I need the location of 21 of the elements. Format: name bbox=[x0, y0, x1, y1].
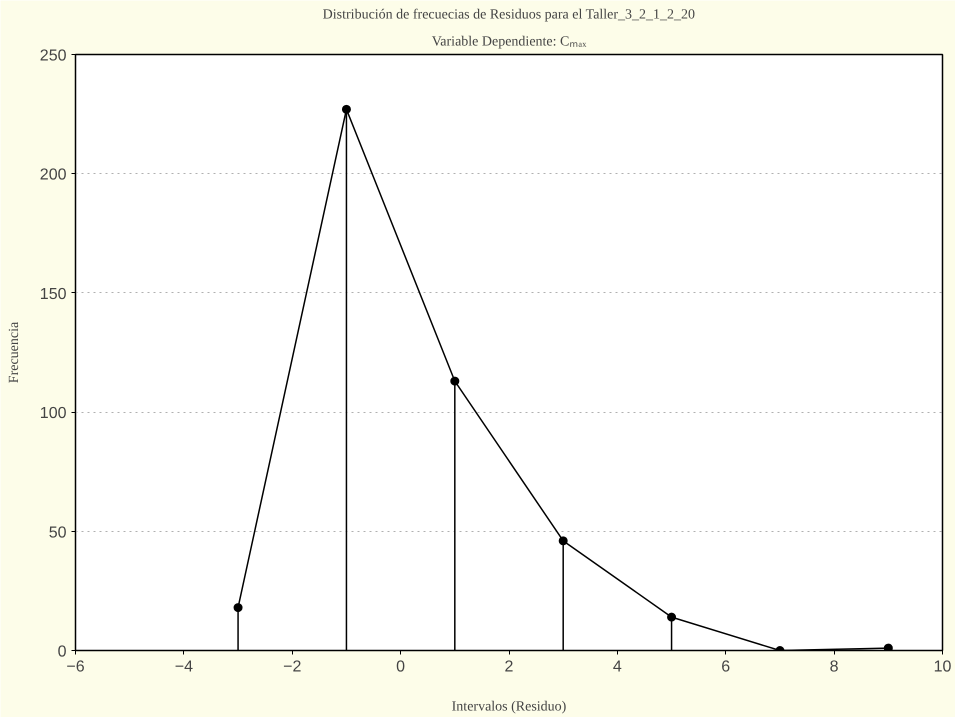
x-tick-label: 2 bbox=[504, 658, 514, 676]
y-tick-label: 150 bbox=[40, 286, 67, 303]
x-tick-label: 6 bbox=[721, 658, 730, 676]
y-axis-title: Frecuencia bbox=[6, 321, 22, 384]
point bbox=[884, 644, 893, 650]
x-tick-label: 10 bbox=[934, 658, 952, 676]
chart-subtitle: Variable Dependiente: Cₘₐₓ bbox=[432, 34, 588, 50]
x-tick-label: −6 bbox=[66, 658, 85, 676]
y-tick-label: 250 bbox=[40, 48, 67, 64]
y-tick-label: 50 bbox=[48, 524, 67, 542]
point bbox=[234, 603, 243, 612]
x-tick-label: 8 bbox=[830, 658, 839, 676]
y-tick-label: 100 bbox=[40, 405, 67, 422]
y-tick-label: 0 bbox=[58, 644, 67, 660]
x-tick-label: 0 bbox=[396, 658, 406, 676]
x-tick-label: −4 bbox=[174, 658, 194, 676]
y-tick-label: 200 bbox=[40, 166, 67, 184]
chart-title: Distribución de frecuecias de Residuos para el Taller_3_2_1_2_20 bbox=[322, 8, 696, 22]
x-tick-label: 4 bbox=[612, 658, 622, 676]
x-tick-label: −2 bbox=[283, 658, 302, 676]
x-axis-title: Intervalos (Residuo) bbox=[452, 700, 567, 714]
